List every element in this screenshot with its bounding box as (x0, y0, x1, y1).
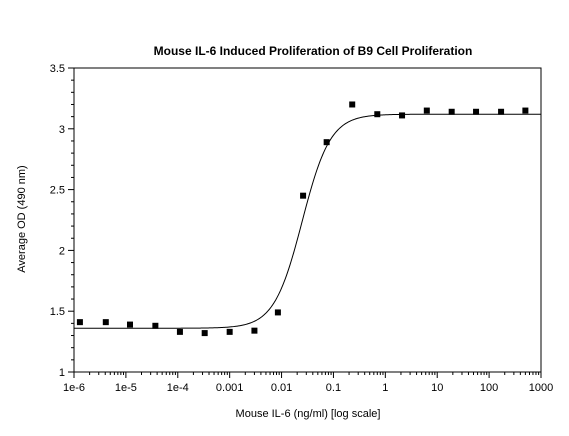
plot-border (73, 67, 542, 373)
y-tick-label: 2 (59, 245, 65, 257)
y-tick-label: 3.5 (50, 63, 65, 75)
data-point (300, 192, 307, 199)
x-tick-label: 1e-4 (167, 382, 189, 394)
data-point (349, 101, 356, 108)
data-points (76, 101, 529, 337)
x-tick-label: 0.01 (271, 382, 292, 394)
x-tick-label: 1000 (529, 382, 553, 394)
y-tick-label: 1.5 (50, 306, 65, 318)
x-tick-label: 1e-5 (115, 382, 137, 394)
x-tick-label: 100 (480, 382, 498, 394)
x-tick-label: 0.1 (326, 382, 341, 394)
y-tick-label: 1 (59, 367, 65, 379)
plot-frame (73, 67, 542, 373)
chart-title: Mouse IL-6 Induced Proliferation of B9 C… (154, 44, 473, 58)
data-point (251, 327, 258, 334)
data-point (201, 330, 208, 337)
data-point (152, 322, 159, 329)
y-axis: 1 1.5 2 2.5 3 3.5 (50, 63, 74, 379)
x-tick-label: 10 (431, 382, 443, 394)
data-point (102, 319, 109, 326)
x-tick-label: 0.001 (216, 382, 244, 394)
data-point (498, 108, 505, 115)
data-point (323, 139, 330, 146)
fit-curve-layer (74, 113, 541, 329)
data-point (76, 319, 83, 326)
y-tick-label: 2.5 (50, 185, 65, 197)
x-axis-label: Mouse IL-6 (ng/ml) [log scale] (236, 408, 381, 420)
data-point (522, 107, 529, 114)
x-tick-label: 1 (382, 382, 388, 394)
data-point (448, 108, 455, 115)
x-tick-label: 1e-6 (63, 382, 85, 394)
y-tick-label: 3 (59, 124, 65, 136)
data-point (423, 107, 430, 114)
data-point (374, 111, 381, 118)
data-point (399, 112, 406, 119)
data-point (274, 309, 281, 316)
fit-curve (74, 113, 541, 329)
data-point (473, 108, 480, 115)
data-point (126, 321, 133, 328)
y-axis-label: Average OD (490 nm) (16, 165, 28, 272)
data-point (176, 328, 183, 335)
x-axis: 1e-6 1e-5 1e-4 0.001 0.01 0.1 1 10 100 1000 (63, 372, 553, 394)
data-point (226, 328, 233, 335)
